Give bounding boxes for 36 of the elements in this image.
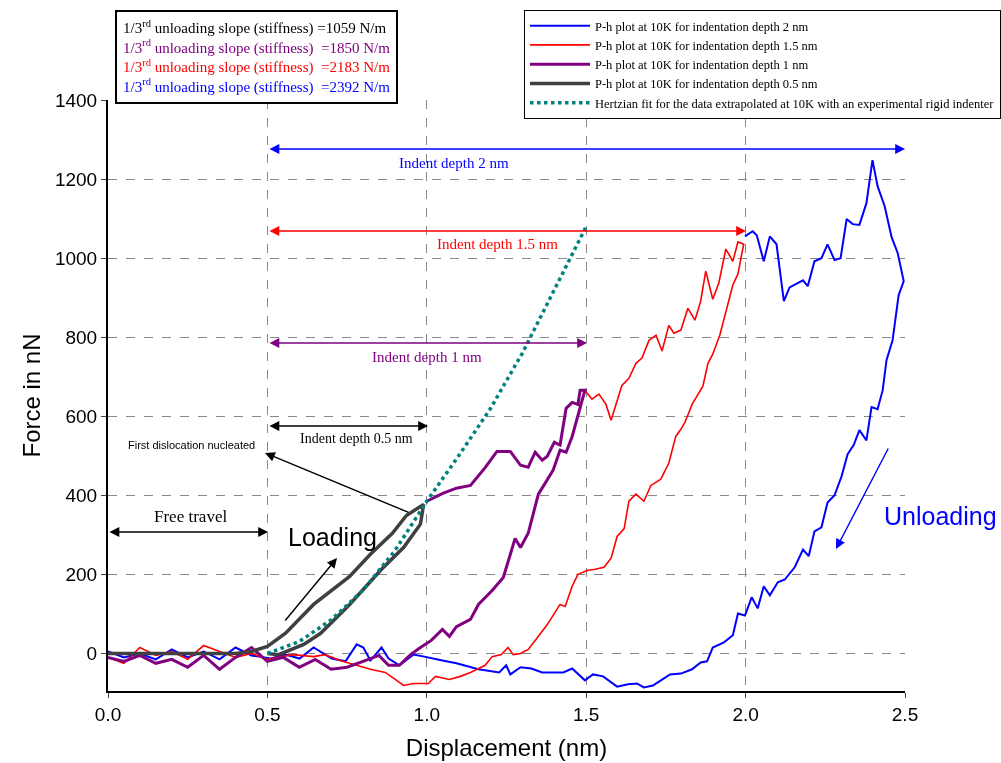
y-axis-title: Force in nN	[17, 333, 45, 458]
annotation: Indent depth 1 nm	[372, 349, 482, 365]
text: 1/3$^{rd}$ unloading slope (stiffness) =2183 N/m	[123, 57, 391, 77]
y-tick-label: 1400	[54, 89, 98, 111]
line-series	[108, 502, 426, 657]
x-tick-label: 1.0	[413, 703, 441, 725]
line-series	[108, 388, 587, 671]
y-tick-label: 400	[65, 484, 98, 506]
y-tick-label: 200	[65, 564, 98, 586]
text: 1/3$^{rd}$ unloading slope (stiffness) =1059 N/m	[123, 18, 387, 38]
annotation: Unloading	[884, 502, 997, 530]
x-tick-label: 0.5	[254, 703, 281, 725]
legend-label: P-h plot at 10K for indentation depth 0.5 nm	[595, 77, 818, 92]
annotation: Indent depth 2 nm	[399, 155, 509, 171]
annotation: Free travel	[154, 507, 228, 526]
legend-label: P-h plot at 10K for indentation depth 1 nm	[595, 58, 809, 72]
x-tick-label: 2.5	[891, 703, 919, 725]
y-tick-label: 1000	[54, 247, 98, 269]
y-tick-label: 600	[65, 405, 98, 427]
legend-label: P-h plot at 10K for indentation depth 1.5 nm	[595, 38, 818, 53]
x-tick-label: 2.0	[732, 703, 759, 725]
legend-label: P-h plot at 10K for indentation depth 2 nm	[595, 19, 809, 34]
annotation: Loading	[288, 523, 377, 551]
text: 1/3$^{rd}$ unloading slope (stiffness) =1850 N/m	[123, 37, 391, 57]
x-axis-title: Displacement (nm)	[405, 733, 608, 761]
y-tick-label: 0	[86, 643, 98, 665]
text: 1/3$^{rd}$ unloading slope (stiffness) =2392 N/m	[123, 76, 391, 96]
y-tick-label: 1200	[54, 168, 98, 190]
legend-label: Hertzian fit for the data extrapolated at 10K with an experimental rigid indenter	[595, 96, 995, 111]
annotation: Indent depth 0.5 nm	[300, 431, 413, 446]
line-series	[265, 224, 588, 656]
annotation: Indent depth 1.5 nm	[437, 236, 559, 252]
x-tick-label: 0.0	[94, 703, 122, 725]
y-tick-label: 800	[65, 326, 98, 348]
x-tick-label: 1.5	[572, 703, 600, 725]
annotation: First dislocation nucleated	[128, 439, 256, 451]
